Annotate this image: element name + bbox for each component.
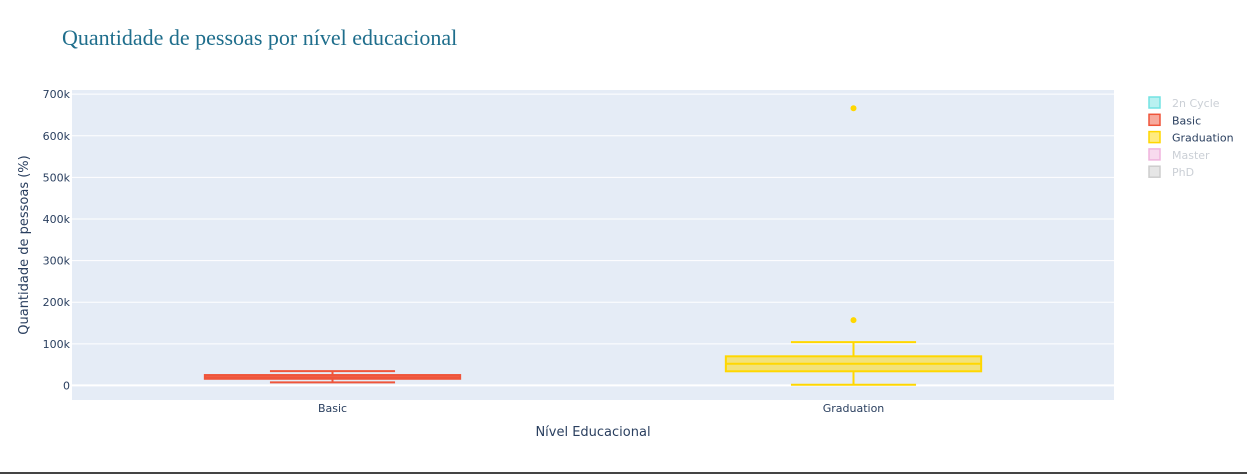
y-tick-label: 300k (43, 255, 71, 268)
y-tick-label: 0 (63, 379, 70, 392)
y-axis-title: Quantidade de pessoas (%) (17, 155, 32, 335)
y-tick-label: 400k (43, 213, 71, 226)
legend-swatch (1148, 96, 1161, 109)
legend-swatch (1148, 130, 1161, 144)
chart-title: Quantidade de pessoas por nível educacio… (62, 25, 457, 50)
legend-swatch (1148, 148, 1161, 161)
legend-label: Basic (1172, 114, 1201, 127)
legend-item[interactable]: PhD (1148, 165, 1194, 179)
box-graduation[interactable] (724, 105, 983, 386)
x-axis-title: Nível Educacional (535, 425, 650, 440)
legend-swatch (1148, 113, 1161, 127)
legend-item[interactable]: Graduation (1148, 130, 1234, 145)
y-tick-label: 500k (43, 171, 71, 184)
legend-item[interactable]: Basic (1148, 113, 1201, 127)
y-tick-label: 100k (43, 338, 71, 351)
legend-item[interactable]: 2n Cycle (1148, 96, 1220, 110)
boxes (203, 105, 983, 386)
bottom-divider (0, 472, 1247, 474)
outlier-point[interactable] (850, 317, 857, 324)
y-tick-label: 600k (43, 130, 71, 143)
legend-swatch (1148, 165, 1161, 178)
x-tick-label: Basic (318, 402, 347, 415)
x-tick-label: Graduation (823, 402, 885, 415)
legend-label: 2n Cycle (1172, 97, 1220, 110)
legend-label: Graduation (1172, 132, 1234, 145)
legend-item[interactable]: Master (1148, 148, 1210, 162)
x-axis-ticks: Basic Graduation (318, 402, 884, 415)
legend: 2n Cycle Basic Graduation Master PhD (1148, 96, 1234, 179)
legend-label: PhD (1172, 166, 1194, 179)
y-tick-label: 700k (43, 88, 71, 101)
legend-label: Master (1172, 149, 1210, 162)
y-axis-ticks: 0 100k 200k 300k 400k 500k 600k 700k (43, 88, 71, 392)
outlier-point[interactable] (850, 105, 857, 112)
gridlines (72, 93, 1114, 387)
y-tick-label: 200k (43, 296, 71, 309)
box-basic[interactable] (203, 370, 462, 384)
plot-area (72, 90, 1114, 400)
